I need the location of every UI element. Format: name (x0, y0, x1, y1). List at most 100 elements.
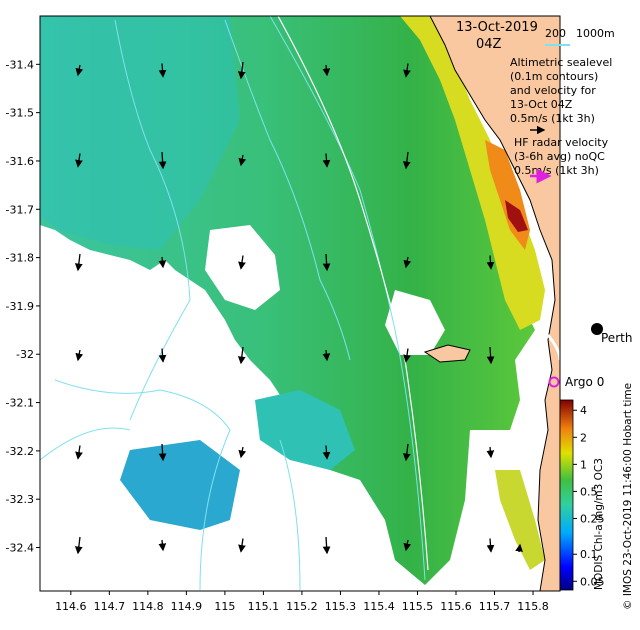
velocity-arrow (158, 443, 167, 462)
lon-tick-label: 115.8 (517, 600, 549, 613)
lat-tick-label: -31.9 (6, 300, 34, 313)
perth-label: Perth (601, 331, 632, 345)
velocity-arrow (402, 151, 411, 170)
velocity-arrow (322, 536, 331, 555)
colorbar-tick-label: 0.1 (580, 548, 598, 561)
map-hour: 04Z (476, 37, 502, 52)
velocity-arrow (158, 151, 167, 170)
lon-tick-label: 115.2 (286, 600, 318, 613)
velocity-arrow (75, 64, 84, 77)
velocity-arrow (74, 253, 83, 272)
lon-tick-label: 115.4 (363, 600, 395, 613)
colorbar-title: MODIS Chl-a mg/m3 OC3 (593, 458, 605, 590)
velocity-arrow (75, 445, 83, 460)
lat-tick-label: -31.6 (6, 155, 34, 168)
velocity-arrow (403, 348, 411, 363)
lon-tick-label: 115.6 (440, 600, 472, 613)
lon-tick-label: 115.3 (325, 600, 357, 613)
lon-tick-label: 114.7 (94, 600, 126, 613)
argo-label: Argo 0 (565, 375, 604, 389)
velocity-arrow (238, 255, 246, 270)
colorbar-tick-label: 0.05 (580, 575, 605, 588)
velocity-arrow (486, 446, 495, 459)
hf-radar-legend: HF radar velocity (3-6h avg) noQC 0.5m/s… (514, 136, 609, 177)
colorbar (559, 399, 574, 591)
velocity-arrow (238, 446, 247, 459)
lat-tick-label: -32.1 (6, 397, 34, 410)
colorbar-tick-label: 4 (580, 404, 587, 417)
svg-text:0.5m/s (1kt 3h): 0.5m/s (1kt 3h) (510, 112, 595, 125)
velocity-arrow (486, 346, 495, 365)
colorbar-tick-label: 2 (580, 431, 587, 444)
lat-tick-label: -32.3 (6, 493, 34, 506)
lon-tick-label: 115 (214, 600, 235, 613)
lat-tick-label: -31.7 (6, 203, 34, 216)
velocity-arrow (322, 253, 331, 272)
plot-frame (39, 15, 561, 592)
velocity-arrow (403, 539, 412, 552)
scale-right-label: 1000m (576, 27, 615, 40)
lon-tick-label: 114.9 (171, 600, 203, 613)
svg-text:Altimetric sealevel: Altimetric sealevel (510, 56, 612, 69)
velocity-arrow (158, 539, 167, 552)
perth-marker (591, 323, 603, 335)
velocity-arrow (322, 445, 331, 460)
velocity-arrow (74, 536, 83, 555)
lon-tick-label: 115.1 (248, 600, 280, 613)
lat-tick-label: -32 (16, 348, 34, 361)
velocity-arrow (158, 256, 167, 269)
rottnest-island (423, 344, 471, 363)
velocity-arrow (75, 153, 83, 168)
colorbar-tick-label: 0.25 (580, 512, 605, 525)
coastal-south (495, 470, 545, 570)
velocity-arrow (75, 349, 84, 362)
velocity-arrow (322, 153, 331, 168)
lat-tick-label: -31.4 (6, 58, 34, 71)
lon-tick-label: 114.8 (132, 600, 164, 613)
velocity-arrow (238, 154, 247, 167)
lat-axis: -31.4 -31.5 -31.6 -31.7 -31.8 -31.9 -32 -32.1 -3… (6, 58, 40, 555)
lon-tick-label: 115.7 (479, 600, 511, 613)
offshore-patch (120, 440, 240, 530)
velocity-arrow (402, 443, 411, 462)
altimetry-legend: Altimetric sealevel (0.1m contours) and … (510, 56, 612, 125)
colorbar-ticks: 4 2 1 0.5 0.25 0.1 0.05 (573, 404, 605, 588)
svg-text:(3-6h avg) noQC: (3-6h avg) noQC (514, 150, 605, 163)
lat-tick-label: -32.4 (6, 542, 34, 555)
velocity-arrow (322, 349, 331, 362)
lat-tick-label: -31.8 (6, 252, 34, 265)
lat-tick-label: -31.5 (6, 107, 34, 120)
coastal-high-chl (400, 16, 545, 330)
velocity-arrow (486, 255, 495, 270)
scale-left-label: 200 (545, 27, 566, 40)
colorbar-tick-label: 1 (580, 458, 587, 471)
velocity-arrow (486, 538, 495, 553)
lon-tick-label: 115.5 (402, 600, 434, 613)
velocity-arrow (237, 61, 246, 80)
low-chl-patch (40, 16, 240, 250)
map-date: 13-Oct-2019 (456, 20, 538, 35)
lon-tick-label: 114.6 (55, 600, 87, 613)
hf-velocity-arrow (515, 543, 523, 553)
white-contour (277, 16, 429, 571)
velocity-arrows (74, 61, 495, 555)
velocity-arrow (158, 348, 167, 363)
velocity-arrow (158, 63, 167, 78)
argo-marker (548, 376, 560, 388)
svg-text:and velocity for: and velocity for (510, 84, 596, 97)
velocity-arrow (403, 63, 411, 78)
velocity-arrow (237, 346, 246, 365)
svg-text:(0.1m contours): (0.1m contours) (510, 70, 598, 83)
velocity-arrow (403, 256, 412, 269)
credit-label: © IMOS 23-Oct-2019 11:46:00 Hobart time (622, 383, 634, 610)
lat-tick-label: -32.2 (6, 445, 34, 458)
velocity-arrow (238, 538, 246, 553)
offshore-patch-2 (255, 390, 355, 470)
colorbar-tick-label: 0.5 (580, 485, 598, 498)
svg-text:HF radar velocity: HF radar velocity (514, 136, 609, 149)
lon-axis: 114.6 114.7 114.8 114.9 115 115.1 115.2 115.3 11… (55, 591, 549, 613)
velocity-arrow (322, 64, 331, 77)
coastal-red (505, 200, 528, 232)
land (429, 16, 560, 591)
